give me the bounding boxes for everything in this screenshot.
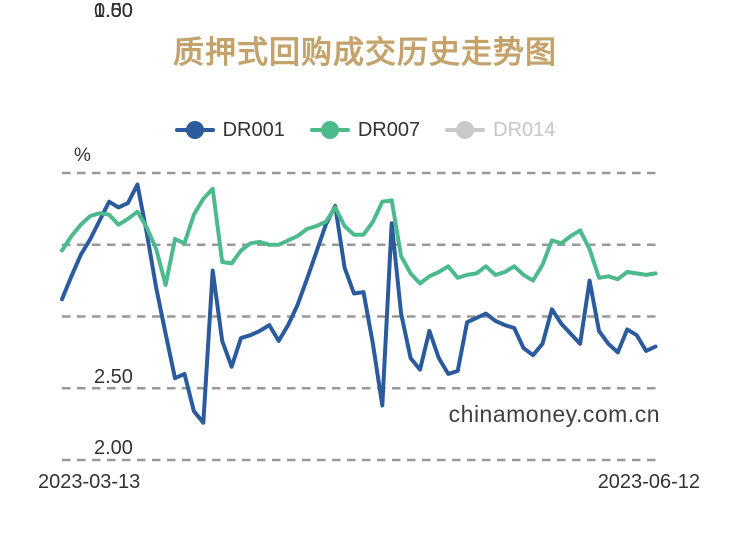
y-axis-unit: % [74, 145, 91, 166]
legend-item-dr014[interactable]: DR014 [445, 119, 555, 141]
y-axis-tick: 2.00 [94, 437, 133, 459]
legend-label-dr007: DR007 [357, 119, 421, 141]
y-axis-tick: 2.50 [94, 366, 133, 388]
x-axis-start-label: 2023-03-13 [38, 471, 141, 493]
legend-label-dr001: DR001 [222, 119, 285, 141]
y-axis-tick: 1.00 [94, 0, 133, 22]
y-axis-tick: 1.50 [94, 0, 133, 22]
legend-label-dr014: DR014 [493, 119, 556, 141]
watermark: chinamoney.com.cn [448, 401, 660, 427]
legend: DR001 DR007 DR014 [0, 117, 730, 143]
series-dr001 [60, 182, 658, 425]
dr014-line-marker-icon [445, 121, 486, 139]
series-dr007 [60, 186, 658, 287]
dr007-line-marker-icon [309, 121, 350, 139]
chart-title: 质押式回购成交历史走势图 [173, 35, 557, 70]
dr001-line-marker-icon [174, 121, 215, 139]
legend-item-dr001[interactable]: DR001 [174, 119, 285, 141]
y-axis-tick: 0.50 [94, 0, 133, 22]
legend-item-dr007[interactable]: DR007 [309, 119, 421, 141]
x-axis-end-label: 2023-06-12 [597, 471, 700, 493]
